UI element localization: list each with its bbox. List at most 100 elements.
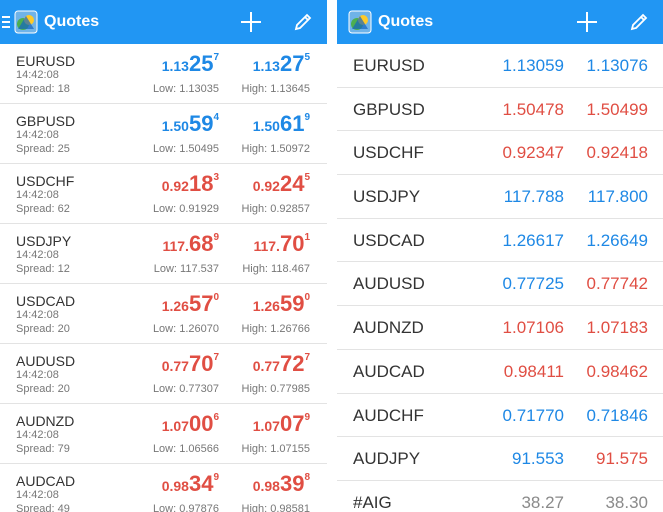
ask-price: 117.800: [587, 187, 648, 207]
quote-row[interactable]: USDJPY 117.788 117.800: [337, 175, 663, 219]
ask-price-prefix: 117.: [253, 238, 280, 254]
plus-icon: [577, 12, 597, 32]
ask-price-prefix: 1.13: [252, 58, 280, 74]
symbol-name: EURUSD: [353, 56, 425, 75]
spread-value: Spread: 20: [16, 323, 70, 335]
ask-price: 91.575: [596, 449, 648, 469]
bid-price-pips: 68: [188, 231, 214, 256]
spread-value: Spread: 12: [16, 263, 70, 275]
quote-row[interactable]: AUDCAD 14:42:08 Spread: 49 0.98349 0.98398 Lo…: [0, 464, 327, 512]
quote-row[interactable]: EURUSD 14:42:08 Spread: 18 1.13257 1.13275 Lo…: [0, 44, 327, 104]
ask-price: 1.13275: [253, 51, 310, 77]
low-price: Low: 0.77307: [152, 383, 219, 395]
add-symbol-button[interactable]: [575, 10, 599, 34]
pencil-icon: [294, 13, 312, 31]
ask-price-pips: 61: [279, 111, 305, 136]
bid-price: 1.07006: [162, 411, 219, 437]
ask-price-fraction: 7: [304, 352, 310, 363]
bid-price-fraction: 7: [213, 52, 219, 63]
high-price: High: 0.98581: [241, 503, 311, 512]
ask-price: 38.30: [605, 492, 648, 512]
ask-price-fraction: 9: [304, 412, 310, 423]
low-price: Low: 0.91929: [152, 203, 219, 215]
quote-time: 14:42:08: [16, 249, 59, 261]
low-price: Low: 117.537: [153, 263, 219, 275]
advanced-quotes-panel: Quotes EURUSD 14:42:08 Spread: 18 1.13257 1.…: [0, 0, 327, 512]
quote-row[interactable]: AUDCHF 0.71770 0.71846: [337, 394, 663, 438]
ask-price: 1.50619: [253, 111, 310, 137]
bid-price: 91.553: [512, 449, 564, 469]
quote-row[interactable]: AUDCAD 0.98411 0.98462: [337, 350, 663, 394]
ask-price-pips: 72: [279, 351, 305, 376]
high-price: High: 1.07155: [241, 443, 311, 455]
bid-price: 117.689: [162, 231, 219, 257]
ask-price-prefix: 1.07: [252, 418, 280, 434]
symbol-name: AUDUSD: [353, 274, 425, 294]
symbol-name: AUDCAD: [353, 361, 425, 381]
quote-row[interactable]: EURUSD 1.13059 1.13076: [337, 44, 663, 88]
bid-price: 0.92347: [502, 143, 564, 163]
quote-row[interactable]: USDJPY 14:42:08 Spread: 12 117.689 117.701 Lo…: [0, 224, 327, 284]
bid-price-pips: 34: [188, 471, 214, 496]
quote-row[interactable]: USDCHF 0.92347 0.92418: [337, 131, 663, 176]
ask-price-prefix: 1.26: [252, 298, 280, 314]
ask-price-prefix: 0.92: [252, 178, 280, 194]
symbol-name: #AIG: [353, 492, 392, 512]
low-price: Low: 1.13035: [152, 83, 219, 95]
bid-price-prefix: 1.13: [161, 58, 189, 74]
bid-price-pips: 00: [188, 411, 214, 436]
ask-price-pips: 07: [279, 411, 305, 436]
low-price: Low: 0.97876: [152, 503, 219, 512]
symbol-name: AUDCHF: [353, 405, 424, 425]
ask-price: 0.92418: [586, 143, 648, 163]
quote-row[interactable]: GBPUSD 14:42:08 Spread: 25 1.50594 1.50619 Lo…: [0, 104, 327, 164]
symbol-name: GBPUSD: [353, 99, 425, 119]
panel-divider: [327, 0, 337, 512]
quote-row[interactable]: AUDJPY 91.553 91.575: [337, 437, 663, 481]
quote-row[interactable]: AUDNZD 1.07106 1.07183: [337, 306, 663, 350]
page-title: Quotes: [44, 13, 100, 30]
bid-price: 117.788: [503, 187, 564, 207]
quote-row[interactable]: USDCAD 1.26617 1.26649: [337, 219, 663, 263]
high-price: High: 1.50972: [241, 143, 311, 155]
ask-price-pips: 27: [279, 51, 305, 76]
bid-price-pips: 18: [188, 171, 214, 196]
bid-price: 0.77725: [502, 274, 564, 294]
quote-row[interactable]: #AIG 38.27 38.30: [337, 481, 663, 512]
ask-price-prefix: 0.98: [252, 478, 280, 494]
simple-quotes-panel: Quotes EURUSD 1.13059 1.13076 GBPUSD 1.50478…: [337, 0, 663, 512]
hamburger-icon[interactable]: [2, 16, 12, 28]
ask-price-pips: 70: [279, 231, 305, 256]
high-price: High: 118.467: [242, 263, 310, 275]
bid-price-fraction: 9: [213, 472, 219, 483]
symbol-name: USDCHF: [353, 143, 424, 163]
ask-price: 0.92245: [253, 171, 310, 197]
spread-value: Spread: 18: [16, 83, 70, 95]
quote-row[interactable]: AUDNZD 14:42:08 Spread: 79 1.07006 1.07079 Lo…: [0, 404, 327, 464]
ask-price: 0.71846: [586, 405, 648, 425]
bid-price: 0.77707: [162, 351, 219, 377]
ask-price-fraction: 1: [304, 232, 310, 243]
ask-price: 1.13076: [586, 56, 648, 75]
ask-price-prefix: 1.50: [252, 118, 280, 134]
quote-row[interactable]: AUDUSD 0.77725 0.77742: [337, 262, 663, 307]
app-bar: Quotes: [337, 0, 663, 44]
bid-price-prefix: 0.98: [161, 478, 189, 494]
plus-icon: [241, 12, 261, 32]
symbol-name: AUDUSD: [16, 353, 76, 369]
quote-row[interactable]: GBPUSD 1.50478 1.50499: [337, 88, 663, 132]
app-bar: Quotes: [0, 0, 327, 44]
edit-button[interactable]: [291, 10, 315, 34]
symbol-name: AUDNZD: [353, 318, 424, 338]
bid-price: 1.50594: [162, 111, 219, 137]
page-title: Quotes: [378, 13, 434, 30]
edit-button[interactable]: [627, 10, 651, 34]
quote-row[interactable]: USDCAD 14:42:08 Spread: 20 1.26570 1.26590 Lo…: [0, 284, 327, 344]
low-price: Low: 1.26070: [152, 323, 219, 335]
quote-row[interactable]: USDCHF 14:42:08 Spread: 62 0.92183 0.92245 Lo…: [0, 164, 327, 224]
quote-row[interactable]: AUDUSD 14:42:08 Spread: 20 0.77707 0.77727 Lo…: [0, 344, 327, 404]
ask-price: 0.77727: [253, 351, 310, 377]
ask-price: 117.701: [253, 231, 310, 257]
add-symbol-button[interactable]: [239, 10, 263, 34]
ask-price: 1.07079: [253, 411, 310, 437]
